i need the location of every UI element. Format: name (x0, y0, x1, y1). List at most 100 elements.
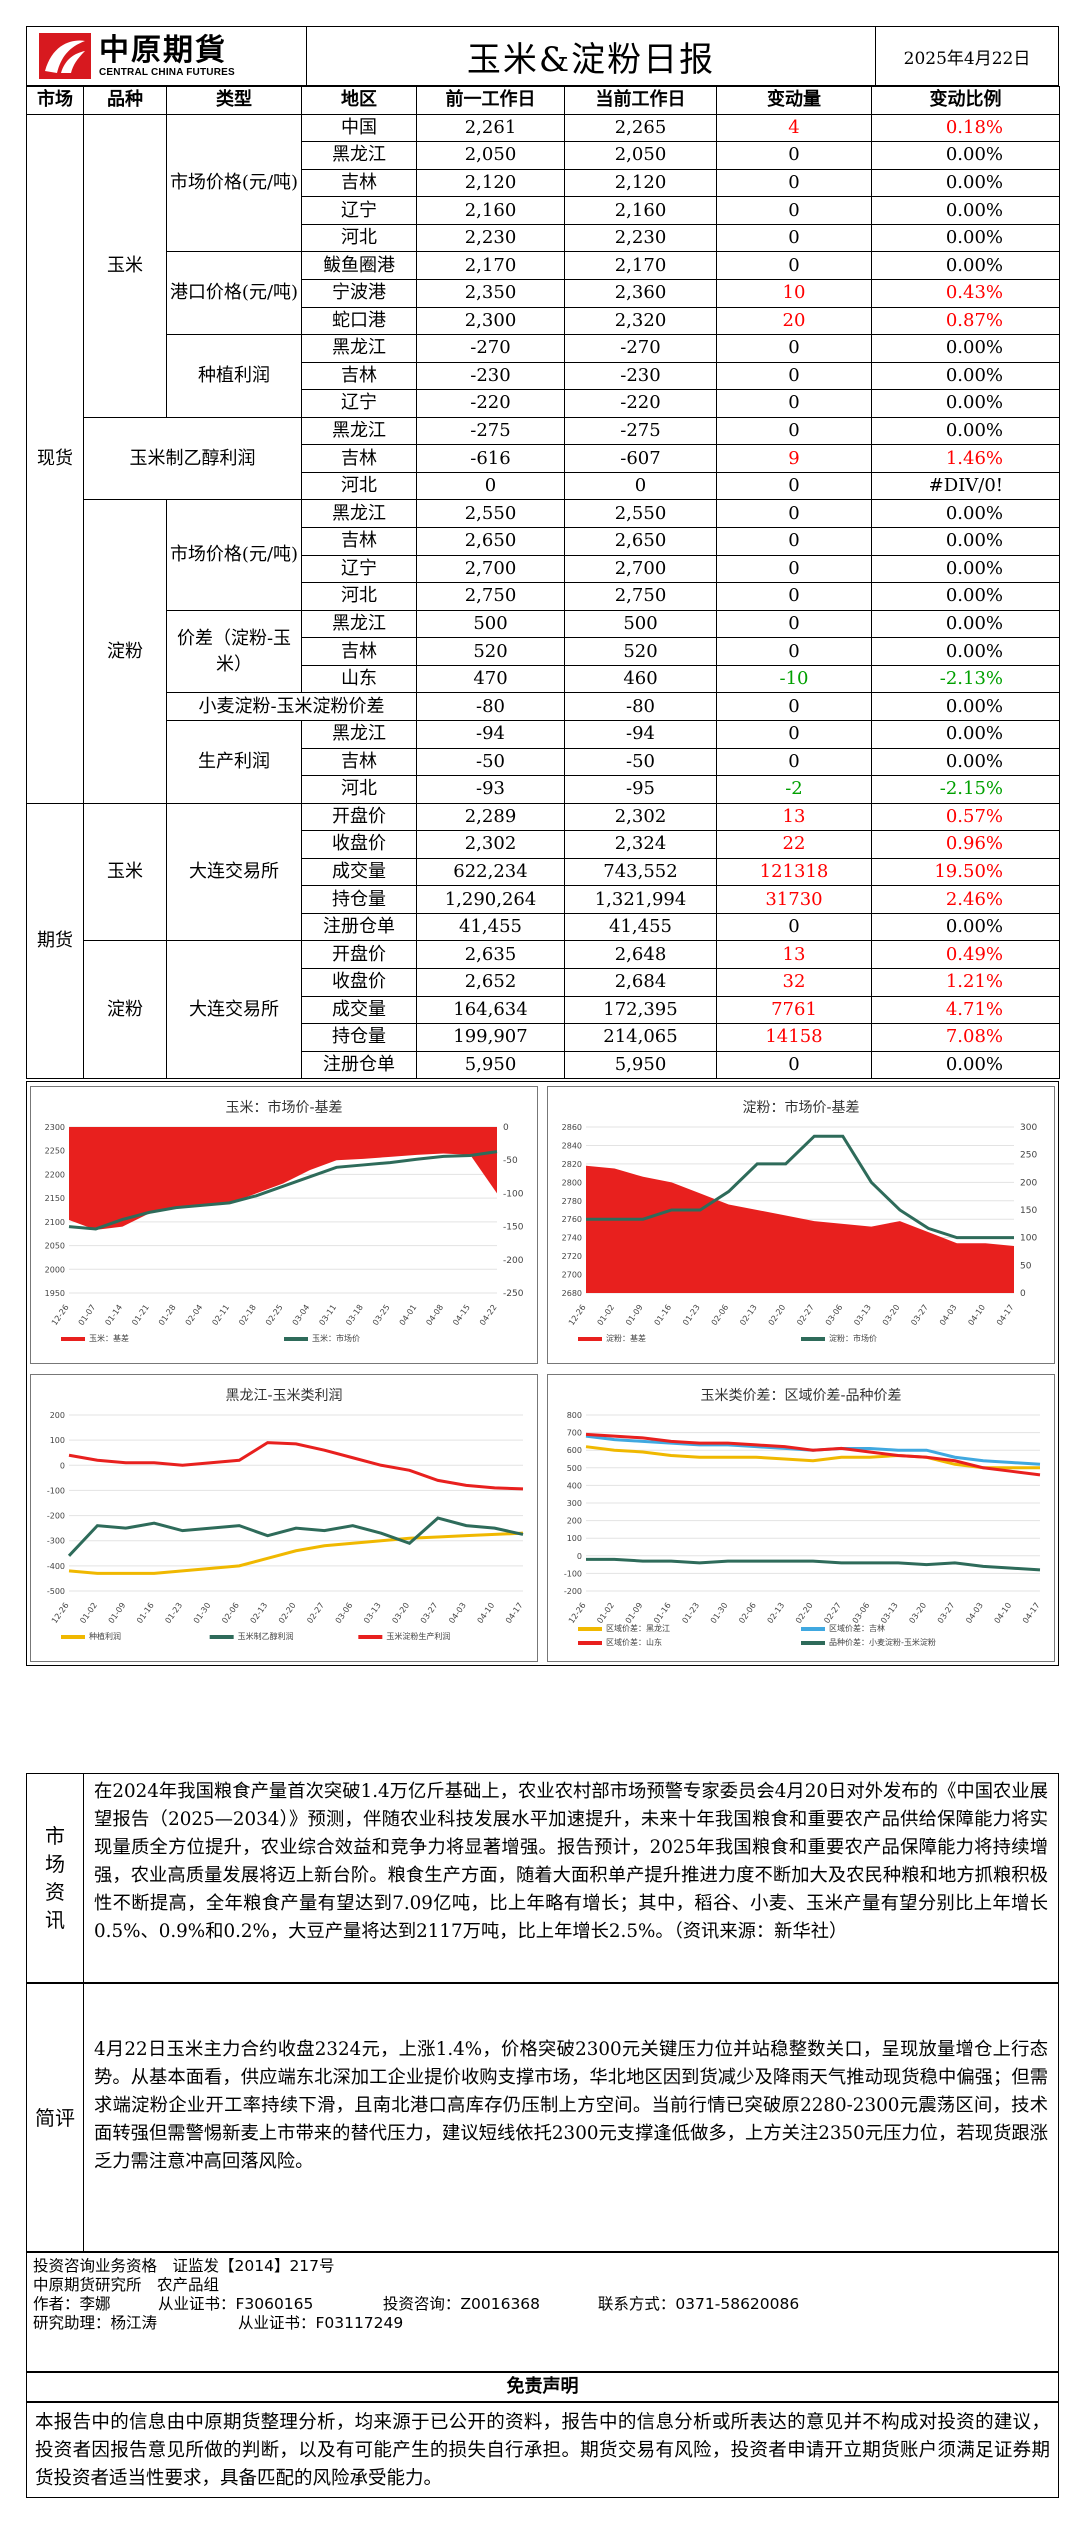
x-tick-label: 04-17 (1021, 1601, 1042, 1625)
header-cell: 类型 (166, 86, 302, 115)
prev-value-cell: -94 (416, 719, 565, 749)
type-ethanol-profit-cell: 玉米制乙醇利润 (83, 416, 302, 501)
corn-spread-chart: 玉米类价差：区域价差-品种价差 800 700 600 500 400 300 200 100… (547, 1374, 1055, 1662)
prev-value-cell: -80 (416, 692, 565, 721)
y-tick-label: 2760 (562, 1215, 582, 1224)
region-cell: 注册仓单 (301, 912, 417, 942)
curr-value-cell: 172,395 (564, 995, 717, 1025)
table-row: 生产利润 黑龙江 -94 -94 0 0.00% (27, 719, 1060, 804)
chart-svg: 2300 2250 2200 2150 2100 2050 2000 1950 0 -50 -100… (45, 1123, 524, 1343)
curr-value-cell: 2,684 (564, 968, 717, 997)
prev-value-cell: 2,635 (416, 940, 565, 969)
header-cell: 市场 (26, 86, 84, 115)
table-row: 淀粉 大连交易所 开盘价 2,635 2,648 13 0.49% (27, 940, 1060, 1080)
y-tick-label: 2720 (562, 1252, 582, 1261)
area-series-0 (586, 1165, 1014, 1293)
disclaimer-text: 本报告中的信息由中原期货整理分析，均来源于已公开的资料，报告中的信息分析或所表达… (26, 2402, 1059, 2498)
table-row: 现货 玉米 市场价格(元/吨) 中国 2,261 2,265 4 0.18% (26, 113, 1060, 804)
y-tick-label: 2150 (45, 1194, 65, 1203)
table-row: 收盘价 2,302 2,324 22 0.96% (27, 830, 1060, 859)
x-tick-label: 03-06 (851, 1601, 872, 1625)
table-row: 吉林 -230 -230 0 0.00% (27, 361, 1060, 391)
author-footer: 投资咨询业务资格 证监发【2014】217号 中原期货研究所 农产品组 作者：李… (26, 2252, 1059, 2372)
chart-title: 玉米类价差：区域价差-品种价差 (700, 1388, 902, 1404)
curr-value-cell: 520 (564, 637, 717, 666)
y-tick-label: -200 (564, 1587, 582, 1596)
change-cell: 13 (716, 940, 872, 969)
prev-value-cell: 520 (416, 637, 565, 666)
curr-value-cell: 0 (564, 471, 717, 501)
market-futures-cell: 期货 (26, 802, 84, 1080)
change-cell: 0 (716, 582, 872, 611)
change-pct-cell: 0.00% (871, 168, 1060, 198)
y2-tick-label: -200 (503, 1256, 524, 1266)
table-row: 种植利润 黑龙江 -270 -270 0 0.00% (27, 334, 1060, 418)
y-tick-label: 2700 (562, 1271, 582, 1280)
exchange-cell: 大连交易所 (166, 940, 302, 1080)
region-cell: 开盘价 (301, 940, 417, 969)
change-pct-cell: 0.00% (871, 912, 1060, 942)
curr-value-cell: -270 (564, 334, 717, 363)
x-tick-label: 03-13 (852, 1303, 873, 1327)
prev-value-cell: -230 (416, 361, 565, 391)
change-pct-cell: 0.00% (871, 582, 1060, 611)
change-cell: 0 (716, 389, 872, 418)
region-cell: 吉林 (301, 527, 417, 556)
x-tick-label: 02-04 (184, 1303, 205, 1327)
region-cell: 辽宁 (301, 196, 417, 225)
x-tick-label: 01-02 (595, 1601, 616, 1625)
region-cell: 辽宁 (301, 389, 417, 418)
region-cell: 吉林 (301, 168, 417, 198)
header-cell: 品种 (83, 86, 167, 115)
x-tick-label: 12-26 (567, 1303, 588, 1327)
x-tick-label: 03-27 (936, 1601, 957, 1625)
table-row: 玉米制乙醇利润 黑龙江 -275 -275 0 0.00% (27, 416, 1060, 501)
change-cell: 121318 (716, 857, 872, 887)
y-tick-label: 1950 (45, 1289, 65, 1298)
license-text: 投资咨询业务资格 证监发【2014】217号 (33, 2257, 335, 2275)
header-cell: 前一工作日 (416, 86, 565, 115)
header-cell: 变动量 (716, 86, 872, 115)
legend-swatch (284, 1337, 308, 1341)
change-pct-cell: 0.00% (871, 609, 1060, 639)
chart-svg: 2860 2840 2820 2800 2780 2760 2740 2720 2700 2680… (562, 1123, 1038, 1343)
prev-value-cell: 199,907 (416, 1023, 565, 1052)
y-tick-label: 2820 (562, 1160, 582, 1169)
x-tick-label: 03-11 (317, 1303, 338, 1327)
x-tick-label: 02-20 (767, 1303, 788, 1327)
table-row: 辽宁 2,700 2,700 0 0.00% (27, 554, 1060, 584)
change-pct-cell: 0.00% (871, 141, 1060, 170)
x-tick-label: 03-04 (291, 1303, 312, 1327)
curr-value-cell: -50 (564, 747, 717, 777)
curr-value-cell: 2,750 (564, 582, 717, 611)
y-tick-label: -100 (564, 1569, 582, 1578)
change-pct-cell: 0.00% (871, 692, 1060, 721)
type-planting-profit-cell: 种植利润 (166, 334, 302, 418)
chart-svg: 200 100 0 -100 -200 -300 -400 -500 12-26 01-02 01-… (47, 1411, 525, 1641)
change-cell: 0 (716, 747, 872, 777)
region-cell: 蛇口港 (301, 306, 417, 336)
change-cell: 14158 (716, 1023, 872, 1052)
disclaimer-title: 免责声明 (26, 2372, 1059, 2402)
y-tick-label: 100 (567, 1534, 582, 1543)
region-cell: 吉林 (301, 637, 417, 666)
line-series-1 (586, 1134, 1014, 1240)
x-tick-label: 01-23 (680, 1601, 701, 1625)
x-tick-label: 03-18 (344, 1303, 365, 1327)
assistant-name: 研究助理：杨江涛 (33, 2314, 158, 2332)
region-cell: 辽宁 (301, 554, 417, 584)
x-tick-label: 12-26 (567, 1601, 588, 1625)
prev-value-cell: 2,650 (416, 527, 565, 556)
curr-value-cell: -230 (564, 361, 717, 391)
prev-value-cell: 2,261 (416, 113, 565, 143)
change-cell: 32 (716, 968, 872, 997)
prev-value-cell: 1,290,264 (416, 885, 565, 914)
prev-value-cell: -275 (416, 416, 565, 446)
change-pct-cell: 1.21% (871, 968, 1060, 997)
prev-value-cell: 2,300 (416, 306, 565, 336)
prev-value-cell: 2,350 (416, 278, 565, 308)
x-tick-label: 04-17 (504, 1601, 525, 1625)
curr-value-cell: 2,320 (564, 306, 717, 336)
x-tick-label: 01-23 (681, 1303, 702, 1327)
type-market-price-cell: 市场价格(元/吨) (166, 113, 302, 253)
